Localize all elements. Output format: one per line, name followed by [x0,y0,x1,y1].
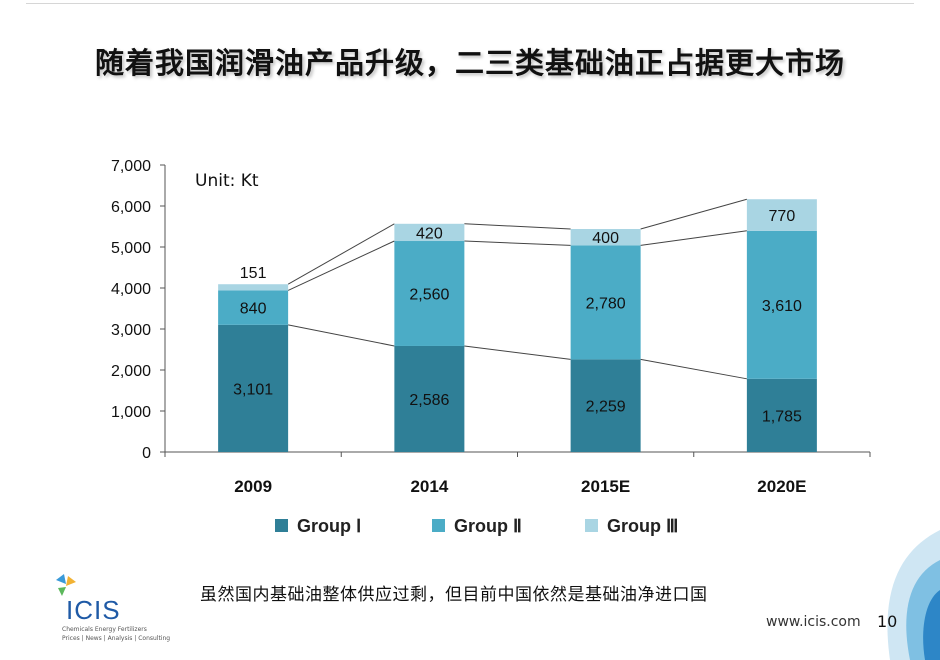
bar-segment [394,241,465,346]
data-label: 2,259 [586,399,626,416]
bar-segment [218,284,289,291]
page-number: 10 [877,612,898,631]
data-label: 840 [240,301,267,318]
bar-segment [218,290,289,325]
connector-line [464,240,571,246]
connector-line [464,223,571,230]
data-label: 2,780 [586,295,626,312]
bar-segment [394,345,465,452]
unit-label: Unit: Kt [195,171,259,191]
bar-segment [746,378,817,452]
stacked-bar-chart: 0 1,000 2,000 3,000 4,000 5,000 6,000 7,000 2009… [111,158,871,536]
data-label: 770 [769,208,796,225]
bar-segment [570,359,641,452]
bar-segment [746,230,817,379]
footnote-text: 虽然国内基础油整体供应过剩，但目前中国依然是基础油净进口国 [200,585,708,605]
bar-segments [218,199,817,452]
x-tick-label: 2020E [757,477,806,496]
legend-label: Group Ⅲ [607,516,678,536]
legend-swatch [585,519,598,532]
top-rule [26,3,914,4]
x-tick-label: 2009 [234,477,272,496]
connector-line [287,223,395,285]
legend-label: Group Ⅱ [454,516,522,536]
bar-segment [394,223,465,242]
logo-tagline-services: Prices | News | Analysis | Consulting [62,635,171,642]
bar-segment [746,199,817,231]
connector-line [287,240,395,291]
data-label: 420 [416,225,443,242]
connector-line [464,345,571,360]
corner-decoration [887,530,940,660]
bar-segment [570,245,641,360]
data-labels: 3,101 840 151 2,586 2,560 420 2,259 2,780 400 1,7… [233,208,802,425]
legend-swatch [275,519,288,532]
y-tick-label: 3,000 [111,322,151,339]
connector-line [640,198,748,230]
y-tick-label: 7,000 [111,158,151,175]
connector-lines [287,198,748,380]
data-label: 2,586 [409,392,449,409]
y-tick-label: 1,000 [111,404,151,421]
chart-legend: Group Ⅰ Group Ⅱ Group Ⅲ [275,516,678,536]
connector-line [640,358,747,380]
y-tick-label: 4,000 [111,281,151,298]
legend-swatch [432,519,445,532]
y-tick-label: 0 [142,445,151,462]
data-label: 151 [240,265,267,282]
icis-logo-mark [56,574,76,596]
data-label: 3,101 [233,381,273,398]
x-tick-label: 2015E [581,477,630,496]
legend-label: Group Ⅰ [297,516,361,536]
logo-wordmark: ICIS [66,595,121,625]
data-label: 400 [592,230,619,247]
data-label: 2,560 [409,286,449,303]
website-url: www.icis.com [766,614,861,630]
connector-line [288,324,395,347]
data-label: 1,785 [762,408,802,425]
x-tick-label: 2014 [410,477,448,496]
y-tick-label: 2,000 [111,363,151,380]
bar-segment [218,324,289,452]
bar-segment [570,229,641,246]
slide-title: 随着我国润滑油产品升级，二三类基础油正占据更大市场 [94,46,845,80]
logo-tagline-sectors: Chemicals Energy Fertilizers [62,626,147,633]
y-tick-label: 5,000 [111,240,151,257]
data-label: 3,610 [762,298,802,315]
connector-line [640,230,747,246]
y-tick-label: 6,000 [111,199,151,216]
